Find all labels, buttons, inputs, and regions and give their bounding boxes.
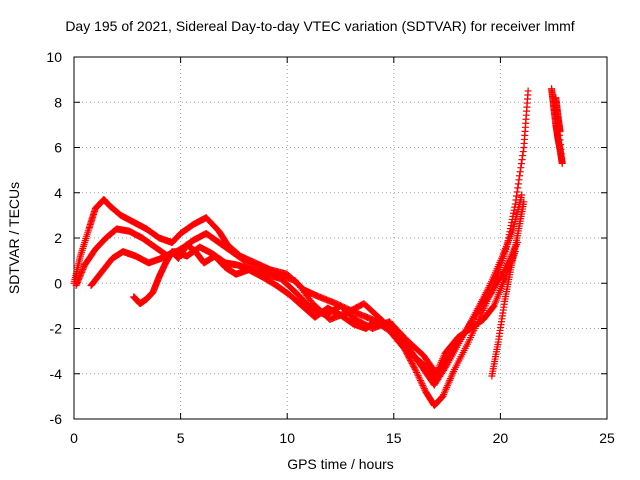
data-point bbox=[417, 378, 425, 386]
data-point bbox=[514, 180, 522, 188]
data-point bbox=[413, 370, 421, 378]
data-point bbox=[518, 156, 526, 164]
y-tick-label: -6 bbox=[50, 411, 63, 427]
y-tick-label: 2 bbox=[54, 230, 62, 246]
data-point bbox=[517, 164, 525, 172]
data-point bbox=[420, 385, 428, 393]
x-tick-label: 10 bbox=[279, 430, 295, 446]
data-point bbox=[518, 191, 526, 199]
series-track-6 bbox=[548, 85, 566, 167]
data-point bbox=[524, 87, 532, 95]
data-point bbox=[519, 152, 527, 160]
data-point bbox=[519, 148, 527, 156]
data-point bbox=[515, 176, 523, 184]
y-tick-label: 6 bbox=[54, 140, 62, 156]
series-track-5 bbox=[488, 198, 528, 380]
data-point bbox=[416, 375, 424, 383]
y-tick-label: -2 bbox=[50, 321, 63, 337]
y-tick-label: 4 bbox=[54, 185, 62, 201]
data-point bbox=[520, 198, 528, 206]
data-point bbox=[419, 381, 427, 389]
y-axis-label: SDTVAR / TECUs bbox=[6, 181, 22, 295]
data-point bbox=[415, 373, 423, 381]
x-tick-label: 25 bbox=[599, 430, 615, 446]
chart-title: Day 195 of 2021, Sidereal Day-to-day VTE… bbox=[65, 18, 575, 34]
data-point bbox=[416, 377, 424, 385]
x-tick-label: 15 bbox=[386, 430, 402, 446]
data-point bbox=[516, 172, 524, 180]
y-tick-label: 0 bbox=[54, 275, 62, 291]
data-point bbox=[414, 372, 422, 380]
data-point bbox=[511, 200, 519, 208]
x-tick-label: 20 bbox=[493, 430, 509, 446]
data-point bbox=[411, 365, 419, 373]
data-point bbox=[418, 380, 426, 388]
data-point bbox=[509, 209, 517, 217]
x-tick-label: 0 bbox=[70, 430, 78, 446]
data-point bbox=[556, 128, 564, 136]
y-tick-label: 8 bbox=[54, 94, 62, 110]
y-tick-label: 10 bbox=[46, 49, 62, 65]
data-point bbox=[517, 160, 525, 168]
data-point bbox=[516, 168, 524, 176]
data-point bbox=[513, 192, 521, 200]
data-point bbox=[410, 364, 418, 372]
data-point bbox=[412, 367, 420, 375]
data-point bbox=[514, 184, 522, 192]
data-point bbox=[419, 383, 427, 391]
x-tick-label: 5 bbox=[177, 430, 185, 446]
data-point bbox=[513, 188, 521, 196]
data-points bbox=[70, 85, 566, 409]
series-track-1 bbox=[70, 87, 532, 409]
y-tick-label: -4 bbox=[50, 366, 63, 382]
x-axis-label: GPS time / hours bbox=[287, 456, 394, 472]
data-point bbox=[413, 368, 421, 376]
series-track-4 bbox=[130, 241, 519, 382]
axes: 0 5 10 15 20 25 -6 -4 -2 0 2 4 6 8 10 bbox=[46, 49, 615, 446]
